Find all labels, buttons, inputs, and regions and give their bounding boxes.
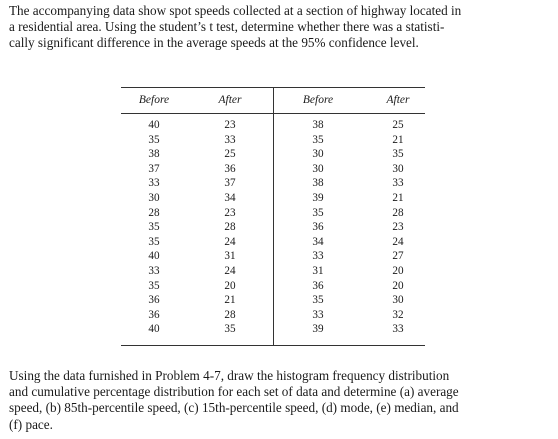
column-header-after-1: After [218,94,242,106]
column-after-2: 25 21 35 30 33 21 28 23 24 27 20 20 30 32 33 [383,118,413,337]
table-cell: 38 [312,119,324,131]
table-cell: 33 [392,323,404,336]
table-cell: 30 [392,162,404,175]
table-cell: 33 [148,264,160,277]
table-cell: 40 [148,119,160,131]
problem-line: a residential area. Using the student’s … [9,19,445,35]
table-cell: 35 [312,294,324,307]
table-cell: 33 [392,177,404,190]
table-cell: 32 [392,308,404,321]
table-cell: 36 [312,279,324,292]
table-cell: 33 [148,177,160,190]
table-cell: 38 [312,177,324,190]
table-cell: 35 [148,133,160,146]
table-cell: 23 [224,206,236,219]
table-cell: 30 [392,294,404,307]
table-top-rule [121,87,425,88]
followup-line: and cumulative percentage distribution f… [9,384,459,400]
table-cell: 35 [392,148,404,161]
table-cell: 28 [224,221,236,234]
table-cell: 37 [224,177,236,190]
table-cell: 20 [392,264,404,277]
table-cell: 23 [224,119,236,131]
table-column-divider [273,88,274,345]
followup-statement: Using the data furnished in Problem 4-7,… [9,368,549,433]
table-cell: 21 [224,294,236,307]
table-cell: 35 [148,279,160,292]
column-before-2: 38 35 30 30 38 39 35 36 34 33 31 36 35 33 39 [303,118,333,337]
table-cell: 31 [312,264,324,277]
table-cell: 21 [392,133,404,146]
column-after-1: 23 33 25 36 37 34 23 28 24 31 24 20 21 28 35 [215,118,245,337]
table-cell: 20 [224,279,236,292]
table-cell: 28 [224,308,236,321]
table-cell: 28 [392,206,404,219]
table-cell: 28 [148,206,160,219]
table-cell: 30 [148,191,160,204]
table-cell: 33 [312,250,324,263]
column-header-after-2: After [386,94,410,106]
problem-statement: The accompanying data show spot speeds c… [9,3,549,52]
table-bottom-rule [121,345,425,346]
table-cell: 24 [224,235,236,248]
table-cell: 21 [392,191,404,204]
table-cell: 30 [312,162,324,175]
followup-line: Using the data furnished in Problem 4-7,… [9,368,450,383]
column-header-before-1: Before [138,94,170,106]
table-cell: 39 [312,323,324,336]
table-cell: 35 [148,235,160,248]
table-cell: 24 [392,235,404,248]
table-cell: 38 [148,148,160,161]
followup-line: (f) pace. [9,416,53,432]
table-cell: 37 [148,162,160,175]
column-header-before-2: Before [302,94,334,106]
table-cell: 35 [312,133,324,146]
table-cell: 40 [148,323,160,336]
problem-line: The accompanying data show spot speeds c… [9,3,462,18]
table-cell: 36 [224,162,236,175]
table-cell: 36 [312,221,324,234]
table-cell: 34 [312,235,324,248]
table-cell: 36 [148,308,160,321]
table-cell: 40 [148,250,160,263]
table-cell: 25 [224,148,236,161]
table-cell: 23 [392,221,404,234]
table-cell: 24 [224,264,236,277]
table-cell: 35 [312,206,324,219]
table-cell: 20 [392,279,404,292]
table-cell: 31 [224,250,236,263]
table-cell: 33 [312,308,324,321]
table-cell: 34 [224,191,236,204]
table-cell: 35 [148,221,160,234]
problem-line: cally significant difference in the aver… [9,35,419,51]
table-cell: 36 [148,294,160,307]
column-before-1: 40 35 38 37 33 30 28 35 35 40 33 35 36 36 40 [139,118,169,337]
table-cell: 39 [312,191,324,204]
table-cell: 27 [392,250,404,263]
followup-line: speed, (b) 85th-percentile speed, (c) 15… [9,400,459,416]
table-cell: 25 [392,119,404,131]
table-cell: 33 [224,133,236,146]
table-cell: 30 [312,148,324,161]
table-cell: 35 [224,323,236,336]
